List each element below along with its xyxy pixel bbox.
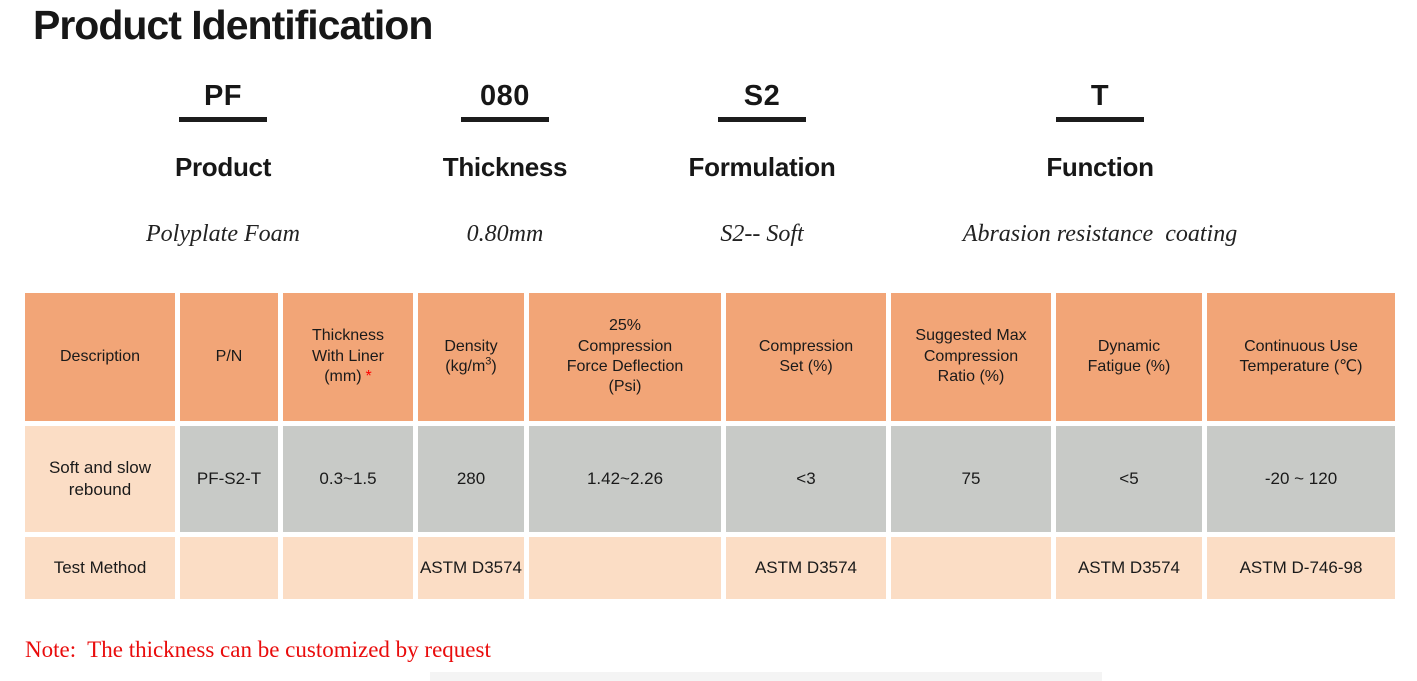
test-method-row-label-cell: Test Method bbox=[25, 537, 175, 599]
product-row-max-compression-ratio-cell: 75 bbox=[891, 426, 1051, 532]
code-label: Thickness bbox=[442, 152, 568, 182]
page-title: Product Identification bbox=[33, 2, 433, 48]
product-row-thickness-cell: 0.3~1.5 bbox=[283, 426, 413, 532]
code-label: Formulation bbox=[688, 152, 836, 182]
product-row-compression-set-cell: <3 bbox=[726, 426, 886, 532]
test-method-row-pn-cell bbox=[180, 537, 278, 599]
test-method-row-temperature-cell: ASTM D-746-98 bbox=[1207, 537, 1395, 599]
product-row-description-cell: Soft and slow rebound bbox=[25, 426, 175, 532]
code-column-function: T Function Abrasion resistance coating bbox=[930, 78, 1270, 249]
customization-note: Note: The thickness can be customized by… bbox=[25, 637, 491, 662]
code-description: Abrasion resistance coating bbox=[962, 221, 1238, 247]
code-description: Polyplate Foam bbox=[146, 221, 300, 247]
column-header-thickness-with-liner: Thickness With Liner (mm) * bbox=[283, 293, 413, 421]
column-header-density: Density (kg/m3) bbox=[418, 293, 524, 421]
next-page-edge-strip bbox=[430, 672, 1102, 681]
code-column-thickness: 080 Thickness 0.80mm bbox=[335, 78, 675, 249]
test-method-row-dynamic-fatigue-cell: ASTM D3574 bbox=[1056, 537, 1202, 599]
test-method-row-thickness-cell bbox=[283, 537, 413, 599]
test-method-row-compression-set-cell: ASTM D3574 bbox=[726, 537, 886, 599]
product-row-temperature-cell: -20 ~ 120 bbox=[1207, 426, 1395, 532]
code-description: 0.80mm bbox=[466, 221, 544, 247]
code-label: Function bbox=[1046, 152, 1154, 182]
code-label: Product bbox=[174, 152, 272, 182]
code-column-product: PF Product Polyplate Foam bbox=[53, 78, 393, 249]
required-asterisk: * bbox=[365, 368, 372, 386]
column-header-suggested-max-compression-ratio: Suggested Max Compression Ratio (%) bbox=[891, 293, 1051, 421]
code-value: PF bbox=[203, 80, 243, 112]
code-column-formulation: S2 Formulation S2-- Soft bbox=[592, 78, 932, 249]
code-value: 080 bbox=[480, 80, 530, 112]
product-row-density-cell: 280 bbox=[418, 426, 524, 532]
code-description: S2-- Soft bbox=[720, 221, 804, 247]
column-header-dynamic-fatigue: Dynamic Fatigue (%) bbox=[1056, 293, 1202, 421]
column-header-compression-set: Compression Set (%) bbox=[726, 293, 886, 421]
column-header-pn: P/N bbox=[180, 293, 278, 421]
column-header-description: Description bbox=[25, 293, 175, 421]
superscript-3: 3 bbox=[485, 355, 492, 368]
spec-table: Description P/N Thickness With Liner (mm… bbox=[25, 293, 1395, 599]
code-underline bbox=[718, 117, 806, 122]
test-method-row-density-cell: ASTM D3574 bbox=[418, 537, 524, 599]
code-underline bbox=[461, 117, 549, 122]
product-row-cfd-cell: 1.42~2.26 bbox=[529, 426, 721, 532]
code-underline bbox=[179, 117, 267, 122]
code-underline bbox=[1056, 117, 1144, 122]
test-method-row-cfd-cell bbox=[529, 537, 721, 599]
column-header-compression-force-deflection: 25% Compression Force Deflection (Psi) bbox=[529, 293, 721, 421]
column-header-continuous-use-temperature: Continuous Use Temperature (℃) bbox=[1207, 293, 1395, 421]
code-value: S2 bbox=[743, 80, 781, 112]
code-value: T bbox=[1090, 80, 1110, 112]
product-row-pn-cell: PF-S2-T bbox=[180, 426, 278, 532]
product-row-dynamic-fatigue-cell: <5 bbox=[1056, 426, 1202, 532]
test-method-row-max-compression-ratio-cell bbox=[891, 537, 1051, 599]
